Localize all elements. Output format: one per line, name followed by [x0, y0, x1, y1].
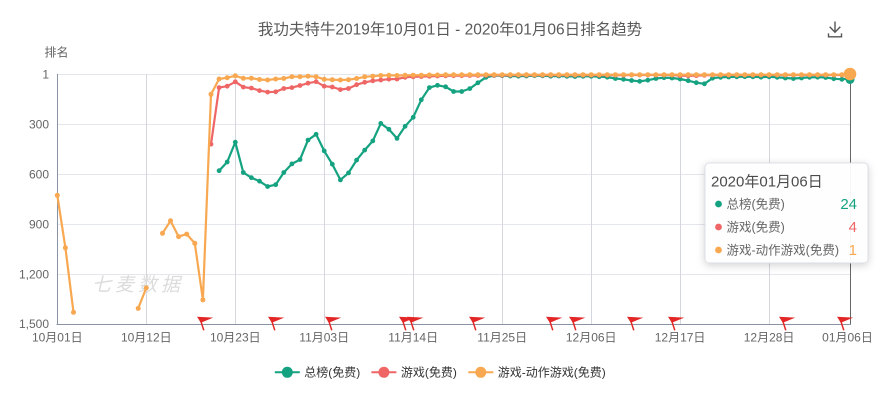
svg-text:1,500: 1,500 [19, 317, 49, 331]
svg-text:排名: 排名 [45, 45, 69, 60]
svg-text:12月06日: 12月06日 [566, 331, 617, 345]
svg-text:4: 4 [849, 219, 857, 236]
svg-text:10月12日: 10月12日 [121, 331, 172, 345]
svg-text:1: 1 [42, 68, 49, 82]
svg-text:1: 1 [849, 242, 857, 259]
svg-text:总榜(免费): 总榜(免费) [304, 365, 360, 380]
svg-text:2020年01月06日: 2020年01月06日 [711, 174, 823, 191]
svg-text:总榜(免费): 总榜(免费) [727, 197, 785, 212]
svg-text:我功夫特牛2019年10月01日 - 2020年01月06日: 我功夫特牛2019年10月01日 - 2020年01月06日排名趋势 [258, 21, 642, 39]
svg-text:10月01日: 10月01日 [32, 331, 83, 345]
svg-text:1,200: 1,200 [19, 267, 49, 281]
svg-text:11月25日: 11月25日 [477, 331, 527, 345]
svg-text:游戏(免费): 游戏(免费) [401, 365, 457, 380]
svg-text:11月14日: 11月14日 [388, 331, 438, 345]
svg-text:12月28日: 12月28日 [744, 331, 795, 345]
svg-text:24: 24 [840, 196, 857, 213]
svg-text:600: 600 [29, 167, 49, 181]
svg-text:游戏(免费): 游戏(免费) [727, 220, 785, 235]
svg-text:游戏-动作游戏(免费): 游戏-动作游戏(免费) [498, 365, 606, 380]
svg-text:10月23日: 10月23日 [210, 331, 261, 345]
svg-text:900: 900 [29, 217, 49, 231]
svg-text:11月03日: 11月03日 [299, 331, 349, 345]
svg-text:游戏-动作游戏(免费): 游戏-动作游戏(免费) [727, 243, 840, 258]
svg-text:七麦数据: 七麦数据 [92, 275, 184, 296]
svg-text:01月06日: 01月06日 [822, 331, 873, 345]
svg-text:12月17日: 12月17日 [655, 331, 706, 345]
svg-text:300: 300 [29, 118, 49, 132]
